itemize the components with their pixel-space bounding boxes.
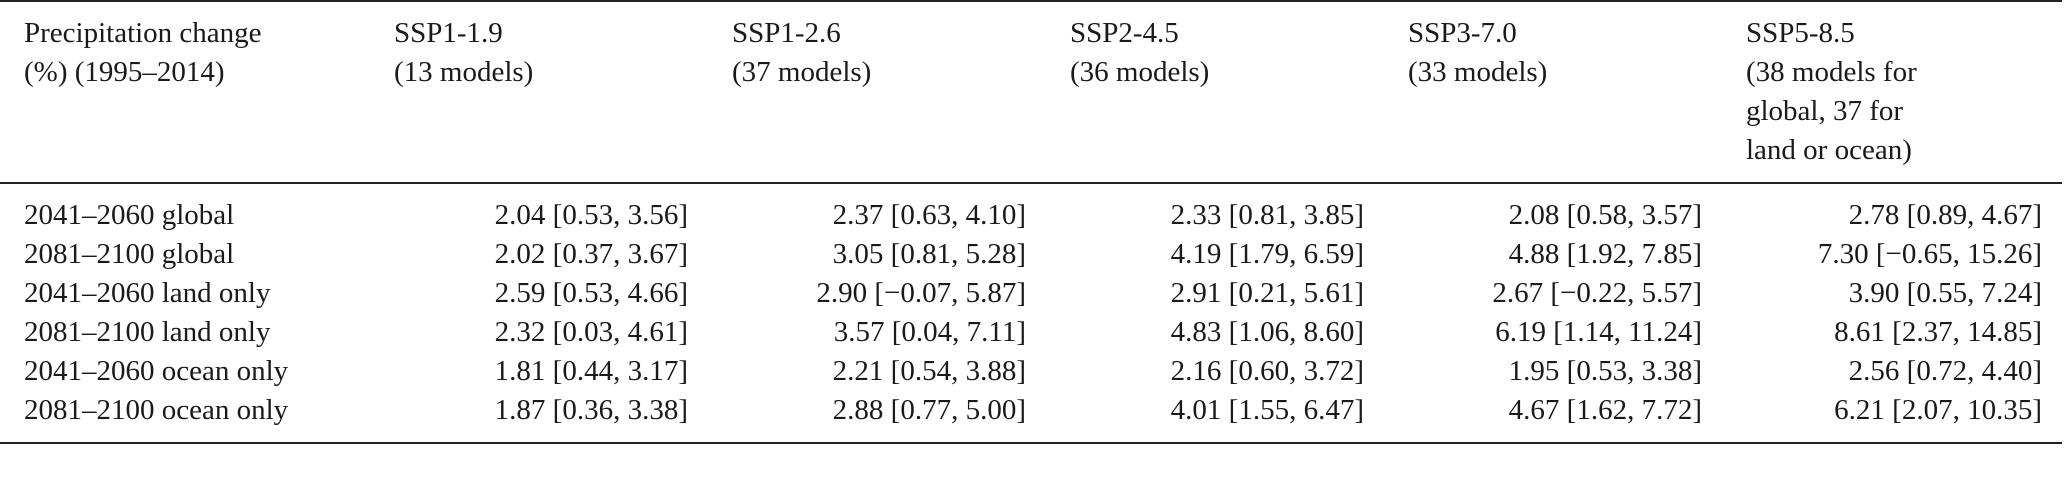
corner-header-line: (%) (1995–2014) (24, 56, 225, 88)
table-cell: 3.05 [0.81, 5.28] (832, 238, 1026, 270)
table-cell: 3.57 [0.04, 7.11] (833, 316, 1026, 348)
column-header-line: SSP5-8.5 (1746, 17, 1855, 49)
column-header-line: (37 models) (732, 56, 872, 88)
column-header-line: SSP3-7.0 (1408, 17, 1517, 49)
row-label: 2041–2060 global (24, 199, 235, 231)
header-row: Precipitation change (%) (1995–2014) SSP… (0, 1, 2062, 183)
table-cell: 1.95 [0.53, 3.38] (1508, 355, 1702, 387)
precipitation-change-table: Precipitation change (%) (1995–2014) SSP… (0, 1, 2062, 443)
table-cell: 2.33 [0.81, 3.85] (1170, 199, 1364, 231)
table-cell: 4.83 [1.06, 8.60] (1170, 316, 1364, 348)
table-body: 2041–2060 global 2.04 [0.53, 3.56] 2.37 … (0, 183, 2062, 443)
column-header-line: SSP2-4.5 (1070, 17, 1179, 49)
row-label: 2041–2060 land only (24, 277, 271, 309)
table-cell: 7.30 [−0.65, 15.26] (1817, 238, 2042, 270)
table-cell: 4.19 [1.79, 6.59] (1170, 238, 1364, 270)
row-label: 2081–2100 global (24, 238, 235, 270)
column-header-line: (33 models) (1408, 56, 1548, 88)
table-cell: 2.88 [0.77, 5.00] (832, 394, 1026, 426)
table-row: 2081–2100 global 2.02 [0.37, 3.67] 3.05 … (0, 235, 2062, 274)
table-row: 2041–2060 global 2.04 [0.53, 3.56] 2.37 … (0, 183, 2062, 235)
table-row: 2041–2060 land only 2.59 [0.53, 4.66] 2.… (0, 274, 2062, 313)
table-cell: 2.91 [0.21, 5.61] (1170, 277, 1364, 309)
row-label: 2081–2100 land only (24, 316, 271, 348)
table-cell: 2.37 [0.63, 4.10] (832, 199, 1026, 231)
column-header-line: SSP1-1.9 (394, 17, 503, 49)
table-cell: 2.59 [0.53, 4.66] (494, 277, 688, 309)
table-cell: 2.78 [0.89, 4.67] (1848, 199, 2042, 231)
column-header-ssp1-1.9: SSP1-1.9 (13 models) (370, 1, 708, 183)
table-cell: 2.08 [0.58, 3.57] (1508, 199, 1702, 231)
table-row: 2081–2100 land only 2.32 [0.03, 4.61] 3.… (0, 313, 2062, 352)
table-cell: 6.21 [2.07, 10.35] (1834, 394, 2042, 426)
table-cell: 3.90 [0.55, 7.24] (1848, 277, 2042, 309)
table-cell: 1.87 [0.36, 3.38] (494, 394, 688, 426)
table-cell: 6.19 [1.14, 11.24] (1495, 316, 1702, 348)
table-cell: 4.67 [1.62, 7.72] (1508, 394, 1702, 426)
table-cell: 2.16 [0.60, 3.72] (1170, 355, 1364, 387)
column-header-ssp1-2.6: SSP1-2.6 (37 models) (708, 1, 1046, 183)
column-header-line: land or ocean) (1746, 134, 1912, 166)
table-cell: 2.56 [0.72, 4.40] (1848, 355, 2042, 387)
column-header-line: global, 37 for (1746, 95, 1904, 127)
table-cell: 2.90 [−0.07, 5.87] (816, 277, 1026, 309)
table-cell: 2.67 [−0.22, 5.57] (1492, 277, 1702, 309)
row-label: 2081–2100 ocean only (24, 394, 289, 426)
table-cell: 2.32 [0.03, 4.61] (494, 316, 688, 348)
table-cell: 2.02 [0.37, 3.67] (494, 238, 688, 270)
row-label: 2041–2060 ocean only (24, 355, 289, 387)
corner-header: Precipitation change (%) (1995–2014) (0, 1, 370, 183)
column-header-ssp5-8.5: SSP5-8.5 (38 models for global, 37 for l… (1722, 1, 2062, 183)
table-cell: 2.21 [0.54, 3.88] (832, 355, 1026, 387)
column-header-line: (38 models for (1746, 56, 1917, 88)
table-cell: 8.61 [2.37, 14.85] (1834, 316, 2042, 348)
table-cell: 4.88 [1.92, 7.85] (1508, 238, 1702, 270)
table-row: 2081–2100 ocean only 1.87 [0.36, 3.38] 2… (0, 391, 2062, 443)
table-row: 2041–2060 ocean only 1.81 [0.44, 3.17] 2… (0, 352, 2062, 391)
table-cell: 1.81 [0.44, 3.17] (494, 355, 688, 387)
column-header-line: (13 models) (394, 56, 534, 88)
column-header-line: SSP1-2.6 (732, 17, 841, 49)
table-cell: 2.04 [0.53, 3.56] (494, 199, 688, 231)
corner-header-line: Precipitation change (24, 17, 262, 49)
column-header-line: (36 models) (1070, 56, 1210, 88)
table-header: Precipitation change (%) (1995–2014) SSP… (0, 1, 2062, 183)
column-header-ssp2-4.5: SSP2-4.5 (36 models) (1046, 1, 1384, 183)
table-cell: 4.01 [1.55, 6.47] (1170, 394, 1364, 426)
column-header-ssp3-7.0: SSP3-7.0 (33 models) (1384, 1, 1722, 183)
